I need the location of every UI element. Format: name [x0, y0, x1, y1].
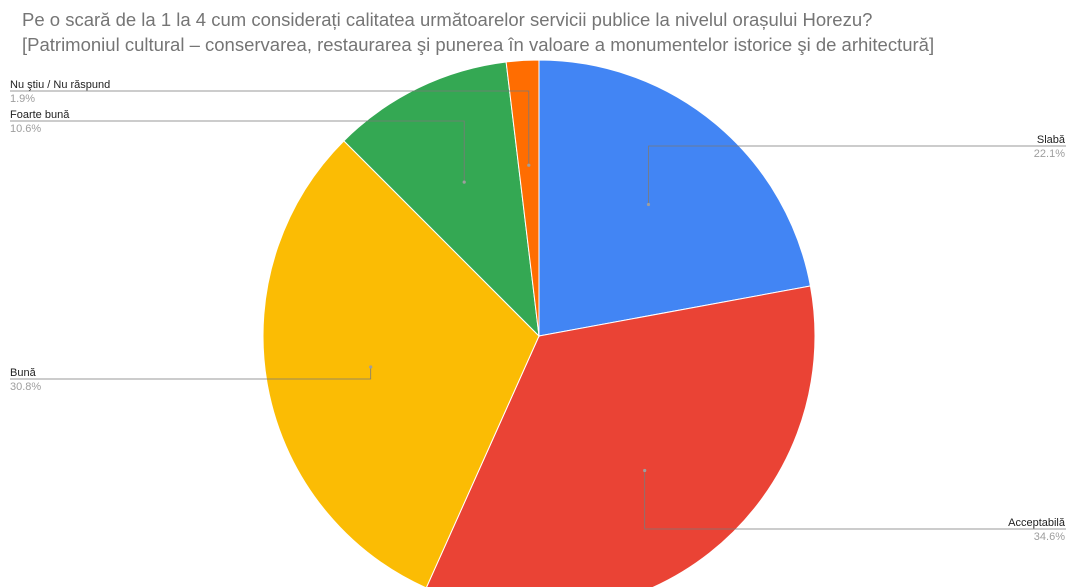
- pie-slice-2: [426, 285, 816, 587]
- leader-line-1: [648, 145, 1066, 205]
- slice-percent-4: 10.6%: [10, 123, 41, 135]
- chart-subtitle: [Patrimoniul cultural – conservarea, res…: [22, 34, 935, 55]
- chart-title-block: Pe o scară de la 1 la 4 cum considerați …: [22, 7, 934, 57]
- leader-line-2: [644, 470, 1066, 530]
- leader-dot-1: [646, 202, 651, 207]
- leader-dot-5: [527, 163, 531, 167]
- leader-line-5: [10, 90, 530, 166]
- slice-percent-2: 34.6%: [1034, 531, 1065, 543]
- slice-label-2: Acceptabilă: [1008, 517, 1066, 529]
- slice-percent-5: 1.9%: [10, 93, 35, 105]
- slice-label-1: Slabă: [1037, 134, 1066, 146]
- pie-slice-5: [505, 59, 540, 337]
- leader-line-3: [10, 367, 372, 380]
- slice-labels: Slabă 22.1% Acceptabilă 34.6% Bună 30.8% Foart…: [10, 79, 1066, 543]
- slice-percent-3: 30.8%: [10, 381, 41, 393]
- pie-slice-4: [343, 61, 540, 338]
- leader-dot-2: [643, 468, 647, 473]
- pie-slices: [262, 59, 816, 587]
- slice-label-4: Foarte bună: [10, 109, 70, 121]
- leader-line-4: [10, 120, 465, 183]
- pie-slice-3: [262, 140, 540, 587]
- slice-label-3: Bună: [10, 367, 37, 379]
- slice-label-5: Nu ştiu / Nu răspund: [10, 79, 110, 91]
- leader-dot-4: [462, 180, 466, 184]
- leader-dot-3: [369, 365, 373, 369]
- pie-slice-1: [538, 59, 812, 337]
- chart-title: Pe o scară de la 1 la 4 cum considerați …: [22, 9, 873, 30]
- slice-percent-1: 22.1%: [1034, 148, 1065, 160]
